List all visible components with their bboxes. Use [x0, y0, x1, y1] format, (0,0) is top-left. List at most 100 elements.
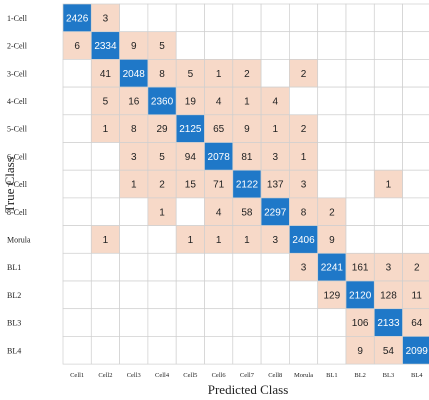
- cell-3-1: [90, 86, 120, 116]
- cell-0-7: [260, 3, 290, 33]
- cell-9-4: [175, 252, 205, 282]
- cell-value-2-4: 5: [188, 69, 194, 80]
- cell-9-7: [260, 252, 290, 282]
- cell-value-12-12: 2099: [406, 346, 429, 357]
- cell-10-5: [204, 280, 234, 310]
- cell-value-2-2: 2048: [123, 69, 146, 80]
- cell-3-9: [317, 86, 347, 116]
- cell-7-5: [204, 197, 234, 226]
- cell-11-1: [90, 308, 120, 337]
- cell-6-12: [402, 169, 429, 199]
- row-label-10: BL2: [7, 291, 21, 300]
- cell-1-3: [147, 31, 177, 60]
- cell-12-7: [260, 336, 290, 365]
- cell-0-2: [119, 3, 149, 33]
- cell-value-6-11: 1: [386, 180, 392, 191]
- cell-7-2: [119, 197, 149, 226]
- cell-value-3-2: 16: [128, 96, 140, 107]
- cell-value-3-7: 4: [272, 96, 278, 107]
- cell-1-8: [289, 31, 319, 60]
- cell-value-7-7: 2297: [264, 207, 287, 218]
- cell-11-6: [232, 308, 262, 337]
- cell-value-7-3: 1: [159, 207, 165, 218]
- cell-12-6: [232, 336, 262, 365]
- cell-value-6-7: 137: [267, 180, 284, 191]
- column-label-11: BL3: [383, 372, 395, 379]
- cell-0-5: [204, 3, 234, 33]
- cell-4-2: [119, 114, 149, 143]
- cell-value-2-5: 1: [216, 69, 222, 80]
- column-label-3: Cell4: [155, 372, 170, 379]
- cell-11-7: [260, 308, 290, 337]
- cell-value-1-2: 9: [131, 41, 137, 52]
- row-label-2: 3-Cell: [7, 69, 28, 78]
- cell-0-11: [373, 3, 403, 33]
- cell-value-1-0: 6: [74, 41, 80, 52]
- cell-value-8-8: 2406: [292, 235, 315, 246]
- column-label-7: Cell8: [268, 372, 282, 379]
- cell-value-3-5: 4: [216, 96, 222, 107]
- cell-0-8: [289, 3, 319, 33]
- cell-9-0: [62, 252, 92, 282]
- cell-value-4-5: 65: [213, 124, 225, 135]
- y-axis-label: True Class: [2, 157, 17, 213]
- cell-value-11-10: 106: [352, 318, 369, 329]
- cell-11-9: [317, 308, 347, 337]
- row-label-9: BL1: [7, 263, 21, 272]
- cell-7-12: [402, 197, 429, 226]
- cell-10-3: [147, 280, 177, 310]
- cell-4-0: [62, 114, 92, 143]
- cell-12-10: [345, 336, 375, 365]
- cell-6-0: [62, 169, 92, 199]
- cell-9-5: [204, 252, 234, 282]
- column-label-9: BL1: [326, 372, 338, 379]
- cell-4-8: [289, 114, 319, 143]
- cell-8-3: [147, 225, 177, 254]
- cell-value-11-11: 2133: [377, 318, 400, 329]
- cell-2-9: [317, 59, 347, 88]
- cell-11-0: [62, 308, 92, 337]
- cell-value-4-6: 9: [244, 124, 250, 135]
- cell-12-12: [402, 336, 429, 365]
- cell-value-9-11: 3: [386, 263, 392, 274]
- cell-0-6: [232, 3, 262, 33]
- column-label-1: Cell2: [98, 372, 112, 379]
- cell-7-1: [90, 197, 120, 226]
- cell-5-4: [175, 142, 205, 171]
- cell-1-4: [175, 31, 205, 60]
- cell-8-8: [289, 225, 319, 254]
- cell-9-3: [147, 252, 177, 282]
- cell-value-7-5: 4: [216, 207, 222, 218]
- column-label-12: BL4: [411, 372, 423, 379]
- cell-value-5-7: 3: [272, 152, 278, 163]
- row-label-0: 1-Cell: [7, 14, 28, 23]
- cell-1-10: [345, 31, 375, 60]
- cell-1-7: [260, 31, 290, 60]
- cell-0-4: [175, 3, 205, 33]
- cell-6-8: [289, 169, 319, 199]
- row-label-8: Morula: [7, 235, 31, 244]
- cell-4-9: [317, 114, 347, 143]
- cell-value-2-8: 2: [301, 69, 307, 80]
- cell-value-7-9: 2: [329, 207, 335, 218]
- cell-4-10: [345, 114, 375, 143]
- cell-value-5-5: 2078: [208, 152, 231, 163]
- matrix-grid: 2426 36 2334 9 541 2048 8 5 1 2 25 16 2360 19 4 1 41 8 29 2…: [62, 3, 429, 365]
- cell-5-0: [62, 142, 92, 171]
- cell-9-10: [345, 252, 375, 282]
- cell-10-8: [289, 280, 319, 310]
- cell-4-7: [260, 114, 290, 143]
- cell-value-2-6: 2: [244, 69, 250, 80]
- cell-12-8: [289, 336, 319, 365]
- cell-7-9: [317, 197, 347, 226]
- cell-3-6: [232, 86, 262, 116]
- cell-5-2: [119, 142, 149, 171]
- column-label-0: Cell1: [70, 372, 84, 379]
- cell-value-4-8: 2: [301, 124, 307, 135]
- column-label-2: Cell3: [127, 372, 141, 379]
- cell-12-0: [62, 336, 92, 365]
- cell-value-8-1: 1: [103, 235, 109, 246]
- cell-2-7: [260, 59, 290, 88]
- cell-4-1: [90, 114, 120, 143]
